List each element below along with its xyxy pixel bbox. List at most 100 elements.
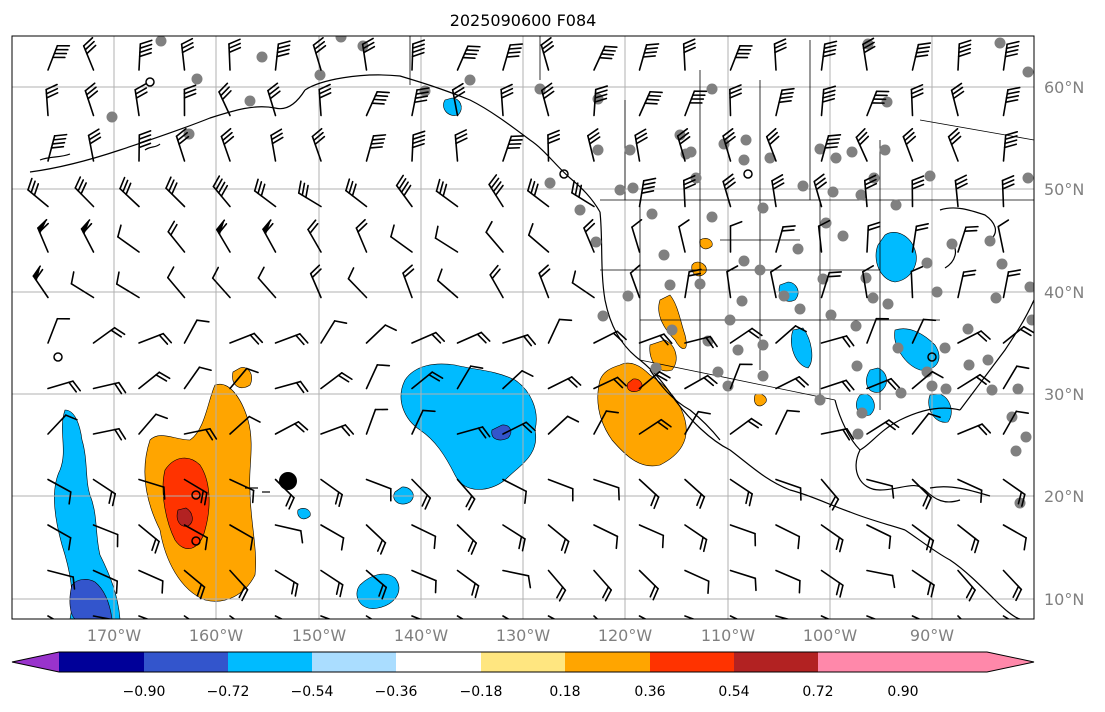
wind-barb: [365, 569, 388, 600]
wind-barb: [212, 175, 231, 208]
barb-staff: [997, 225, 1005, 253]
wind-barb: [957, 39, 972, 71]
barb-feather: [115, 580, 119, 594]
station-dot: [825, 309, 837, 321]
barb-staff: [684, 615, 696, 619]
barb-feather: [688, 268, 702, 273]
wind-barb: [911, 478, 932, 510]
station-dot: [963, 359, 975, 371]
barb-feather: [521, 370, 534, 377]
wind-barb: [957, 225, 979, 253]
barb-feather: [470, 542, 478, 555]
wind-barb: [216, 219, 231, 253]
barb-staff: [817, 225, 823, 253]
barb-feather: [30, 180, 36, 194]
barb-feather: [683, 46, 696, 54]
station-dot: [757, 339, 769, 351]
barb-staff: [115, 283, 140, 299]
wind-barb: [47, 380, 81, 393]
barb-feather: [312, 36, 324, 46]
colorbar-tick-label: 0.72: [802, 684, 833, 700]
barb-feather: [570, 376, 582, 386]
barb-feather: [634, 128, 647, 137]
colorbar-segment: [565, 652, 650, 672]
colorbar-tick-label: −0.72: [207, 684, 250, 700]
barb-feather: [774, 46, 787, 54]
barb-feather: [85, 86, 97, 96]
wind-barb: [775, 225, 796, 253]
barb-feather: [492, 181, 502, 193]
barb-feather: [890, 377, 901, 389]
barb-staff: [211, 277, 231, 299]
barb-feather: [494, 184, 504, 196]
wind-barb: [547, 478, 574, 502]
wind-barb: [547, 376, 582, 390]
barb-staff: [862, 271, 868, 299]
wind-barb: [1002, 86, 1021, 117]
barb-feather: [412, 130, 426, 136]
barb-feather: [864, 178, 877, 186]
barb-feather: [299, 333, 309, 344]
barb-feather: [839, 539, 844, 553]
barb-feather: [454, 129, 467, 136]
barb-feather: [411, 142, 425, 149]
wind-barb: [454, 129, 468, 162]
barb-feather: [839, 584, 844, 598]
barb-feather: [248, 415, 261, 423]
barb-feather: [931, 370, 944, 379]
wind-barb: [489, 264, 504, 299]
barb-feather: [927, 412, 941, 419]
wind-barb: [47, 478, 72, 505]
storm-markers: [53, 77, 937, 546]
barb-staff: [629, 272, 641, 299]
barb-staff: [138, 478, 165, 488]
barb-feather: [481, 426, 491, 438]
barb-feather: [395, 174, 404, 187]
wind-barb: [347, 267, 368, 299]
barb-feather: [525, 421, 536, 432]
barb-staff: [47, 414, 67, 435]
barb-feather: [72, 380, 81, 392]
wind-barb: [910, 84, 924, 117]
barb-feather: [823, 44, 837, 50]
barb-feather: [676, 128, 689, 137]
barb-feather: [337, 374, 350, 383]
wind-barb: [1002, 131, 1019, 162]
wind-barb: [820, 40, 838, 71]
wind-barb: [456, 524, 478, 555]
barb-feather: [863, 174, 877, 182]
lon-label: 130°W: [496, 626, 551, 645]
barb-feather: [862, 265, 875, 273]
barb-staff: [434, 237, 459, 253]
barb-feather: [771, 178, 784, 186]
barb-feather: [955, 182, 968, 190]
wind-barb: [411, 478, 432, 510]
wind-barb: [92, 478, 117, 507]
wind-barb: [775, 325, 807, 344]
wind-barb: [274, 615, 284, 619]
station-dot: [1022, 172, 1034, 184]
barb-feather: [162, 332, 173, 344]
station-dot: [614, 184, 626, 196]
barb-feather: [402, 264, 413, 274]
barb-feather: [707, 580, 710, 594]
barb-feather: [571, 180, 575, 194]
wind-barb: [638, 177, 657, 208]
wind-barb: [502, 421, 536, 435]
barb-feather: [867, 225, 881, 231]
barb-feather: [968, 589, 976, 602]
wind-barb: [365, 324, 397, 344]
barb-staff: [274, 615, 284, 619]
wind-barb: [80, 219, 95, 253]
barb-feather: [228, 46, 242, 54]
station-dot: [738, 255, 750, 267]
colorbar-extend-right: [903, 652, 1034, 672]
wind-barb: [587, 128, 601, 162]
wind-barb: [862, 265, 875, 299]
barb-feather: [965, 225, 979, 229]
barb-feather: [139, 39, 153, 45]
positive-region-darkred: [176, 507, 193, 527]
wind-barb: [775, 478, 802, 501]
barb-feather: [370, 142, 385, 145]
